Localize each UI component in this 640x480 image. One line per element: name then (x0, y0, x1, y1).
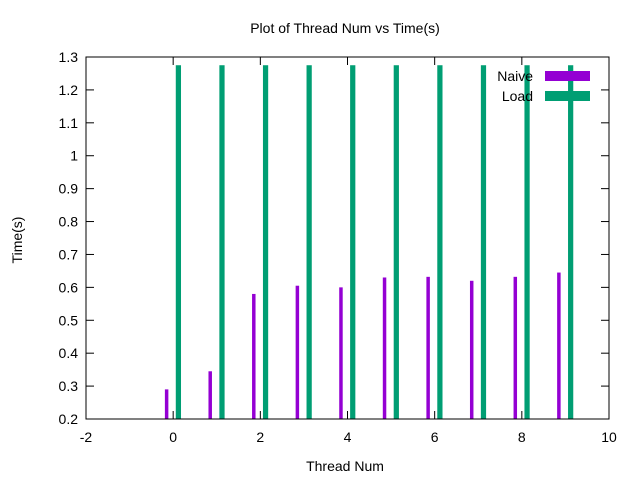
plot-frame (85, 56, 610, 420)
y-tick-label: 0.8 (59, 214, 79, 230)
y-tick-label: 0.9 (59, 181, 79, 197)
bar-load-4 (350, 65, 356, 420)
bar-naive-4 (339, 287, 343, 419)
legend-swatch-load (545, 91, 590, 101)
x-tick-label: 0 (169, 429, 177, 445)
y-tick-label: 0.2 (59, 411, 79, 427)
legend: Naive Load (497, 68, 590, 104)
x-tick-label: 10 (601, 429, 617, 445)
y-tick-label: 0.4 (59, 345, 79, 361)
bar-naive-2 (252, 293, 256, 419)
plot-area (164, 65, 574, 420)
bar-naive-0 (164, 389, 169, 419)
bar-load-5 (393, 65, 399, 420)
y-tick-label: 0.7 (59, 246, 79, 262)
y-tick-label: 0.6 (59, 279, 79, 295)
bar-load-9 (568, 65, 574, 420)
chart-title: Plot of Thread Num vs Time(s) (250, 20, 440, 36)
bar-naive-3 (295, 285, 300, 419)
bar-naive-9 (557, 272, 561, 419)
x-tick-label: 8 (518, 429, 526, 445)
bar-load-8 (524, 65, 530, 420)
y-tick-label: 1 (70, 148, 78, 164)
y-axis-label: Time(s) (9, 217, 25, 264)
bar-naive-1 (208, 371, 212, 419)
legend-label-naive: Naive (497, 68, 533, 84)
x-tick-label: 2 (256, 429, 264, 445)
x-axis-label: Thread Num (306, 458, 384, 474)
bar-load-3 (306, 65, 312, 420)
axes: 0.2 0.3 0.4 0.5 0.6 0.7 0.8 0.9 1 1.1 1.2 1.3 -2 0 2 4 6… (59, 49, 617, 445)
y-tick-label: 1.2 (59, 82, 79, 98)
x-tick-label: -2 (80, 429, 93, 445)
y-tick-label: 0.5 (59, 312, 79, 328)
bar-load-1 (219, 65, 225, 420)
bar-naive-7 (469, 280, 474, 419)
y-tick-label: 1.1 (59, 115, 79, 131)
y-tick-label: 1.3 (59, 49, 79, 65)
legend-label-load: Load (502, 88, 533, 104)
bar-load-0 (175, 65, 182, 420)
legend-swatch-naive (545, 71, 590, 81)
bar-naive-5 (382, 277, 387, 419)
x-tick-label: 6 (431, 429, 439, 445)
bar-naive-6 (426, 276, 430, 419)
y-tick-label: 0.3 (59, 378, 79, 394)
x-tick-label: 4 (344, 429, 352, 445)
bar-load-7 (480, 65, 487, 420)
bar-load-6 (437, 65, 443, 420)
bar-load-2 (262, 65, 269, 420)
bar-naive-8 (513, 276, 518, 419)
